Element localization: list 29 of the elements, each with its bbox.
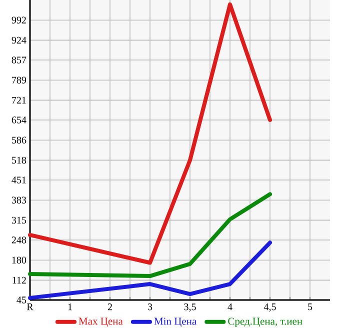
legend-label: Max Цена [78,318,123,327]
y-tick-label: 112 [12,276,26,284]
x-tick-label: 4 [228,304,232,310]
y-tick-label: 924 [12,36,26,44]
x-tick-label: R [26,304,34,310]
y-tick-label: 992 [12,16,26,24]
y-tick-label: 315 [12,216,26,224]
y-tick-label: 248 [12,236,26,244]
legend-label: Min Цена [154,318,196,327]
y-tick-label: 180 [12,256,26,264]
y-tick-label: 518 [12,156,26,164]
line-series [28,192,272,278]
x-tick-label: 5 [308,304,312,310]
x-tick-label: 3 [148,304,152,310]
x-tick-label: 3,5 [184,304,196,312]
y-tick-label: 857 [12,56,26,64]
y-tick-label: 789 [12,76,26,84]
y-tick-label: 654 [12,116,26,124]
x-tick-label: 2 [108,304,112,310]
x-tick-label: 1 [68,304,72,310]
y-tick-label: 45 [16,296,26,304]
x-tick-label: 4,5 [264,304,276,312]
y-tick-label: 721 [12,96,26,104]
line-series [28,2,272,265]
line-series [28,240,272,300]
legend-label: Сред.Цена, т.иен [228,318,302,327]
y-tick-label: 383 [12,196,26,204]
y-tick-label: 586 [12,136,26,144]
y-tick-label: 451 [12,176,26,184]
